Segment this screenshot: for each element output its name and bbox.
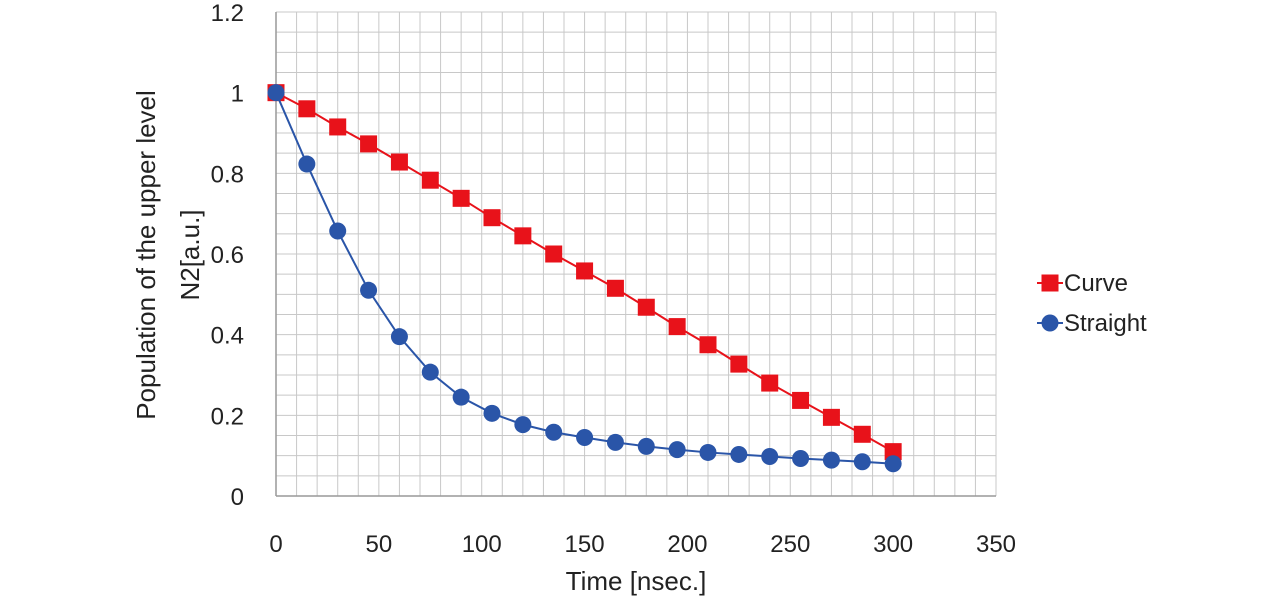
data-point-curve <box>483 209 501 227</box>
data-point-curve <box>761 374 779 392</box>
y-tick-label: 0 <box>231 484 244 511</box>
data-series <box>267 84 902 473</box>
data-point-straight <box>792 449 810 467</box>
data-point-straight <box>452 388 470 406</box>
data-point-straight <box>853 453 871 471</box>
series-curve <box>267 84 902 461</box>
data-point-straight <box>267 84 285 102</box>
data-point-curve <box>853 425 871 443</box>
data-point-straight <box>637 437 655 455</box>
data-point-curve <box>637 298 655 316</box>
x-tick-label: 150 <box>565 531 605 558</box>
legend-item-straight: Straight <box>1037 310 1147 337</box>
y-axis-title-line-2: N2[a.u.] <box>175 209 205 300</box>
y-axis-title-line-1: Population of the upper level <box>131 90 161 420</box>
x-tick-label: 250 <box>770 531 810 558</box>
data-point-curve <box>360 135 378 153</box>
y-tick-label: 1 <box>231 81 244 108</box>
data-point-curve <box>606 279 624 297</box>
y-tick-label: 1.2 <box>211 0 244 27</box>
data-point-straight <box>822 451 840 469</box>
legend: Curve Straight <box>1037 270 1147 337</box>
legend-marker-curve <box>1041 274 1059 292</box>
data-point-curve <box>298 100 316 118</box>
data-point-curve <box>792 391 810 409</box>
data-point-curve <box>545 245 563 263</box>
legend-marker-straight <box>1041 314 1059 332</box>
data-point-straight <box>545 423 563 441</box>
data-point-curve <box>452 189 470 207</box>
data-point-straight <box>576 429 594 447</box>
series-straight <box>267 84 902 473</box>
data-point-curve <box>822 408 840 426</box>
y-axis-title: Population of the upper level N2[a.u.] <box>131 90 205 420</box>
x-tick-label: 350 <box>976 531 1016 558</box>
data-point-straight <box>421 363 439 381</box>
legend-label-straight: Straight <box>1064 310 1147 337</box>
data-point-straight <box>360 281 378 299</box>
data-point-curve <box>390 153 408 171</box>
data-point-curve <box>329 118 347 136</box>
legend-label-curve: Curve <box>1064 270 1128 297</box>
x-tick-label: 100 <box>462 531 502 558</box>
data-point-curve <box>884 443 902 461</box>
data-point-curve <box>421 171 439 189</box>
y-tick-label: 0.2 <box>211 403 244 430</box>
data-point-straight <box>483 404 501 422</box>
x-tick-label: 200 <box>667 531 707 558</box>
data-point-straight <box>329 222 347 240</box>
data-point-curve <box>668 318 686 336</box>
y-tick-label: 0.4 <box>211 323 244 350</box>
x-axis-title: Time [nsec.] <box>566 566 707 596</box>
data-point-curve <box>514 227 532 245</box>
data-point-straight <box>668 441 686 459</box>
data-point-straight <box>606 433 624 451</box>
x-tick-labels: 0 50 100 150 200 250 300 350 <box>269 531 1016 558</box>
data-point-straight <box>514 416 532 434</box>
y-tick-labels: 0 0.2 0.4 0.6 0.8 1 1.2 <box>211 0 244 511</box>
x-tick-label: 300 <box>873 531 913 558</box>
data-point-straight <box>730 445 748 463</box>
data-point-curve <box>576 262 594 280</box>
data-point-curve <box>730 355 748 373</box>
data-point-straight <box>298 155 316 173</box>
data-point-straight <box>761 447 779 465</box>
data-point-straight <box>884 455 902 473</box>
data-point-curve <box>699 336 717 354</box>
y-tick-label: 0.8 <box>211 161 244 188</box>
x-tick-label: 0 <box>269 531 282 558</box>
gridlines <box>275 11 997 497</box>
data-point-straight <box>699 443 717 461</box>
y-tick-label: 0.6 <box>211 242 244 269</box>
legend-item-curve: Curve <box>1037 270 1128 297</box>
x-tick-label: 50 <box>366 531 393 558</box>
data-point-straight <box>390 328 408 346</box>
